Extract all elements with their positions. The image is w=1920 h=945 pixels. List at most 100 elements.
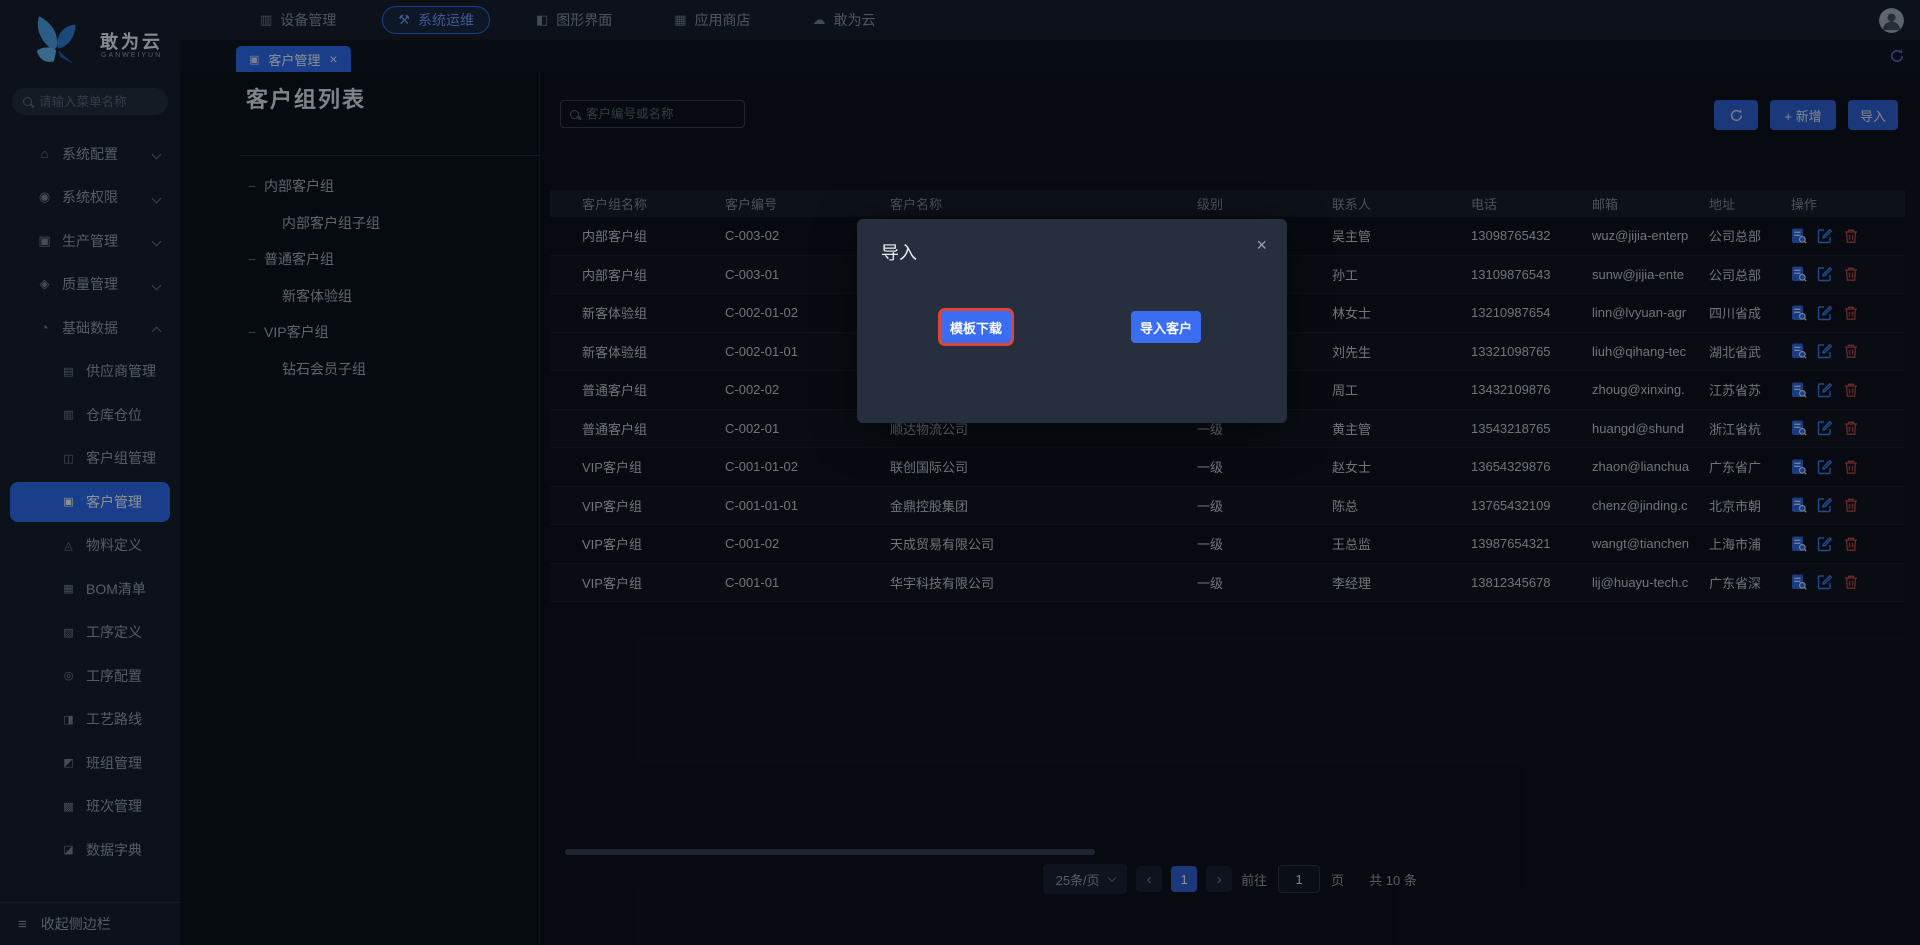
edit-icon[interactable] xyxy=(1817,574,1833,590)
sidebar-menu-item[interactable]: ⌂ 系统配置 xyxy=(0,132,180,176)
collapse-minus-icon[interactable]: − xyxy=(248,324,257,341)
cell-actions xyxy=(1791,343,1897,359)
nav-item[interactable]: ☁ 敢为云 xyxy=(797,6,892,34)
ops-wrench-icon: ⚒ xyxy=(398,12,410,27)
cell-actions xyxy=(1791,305,1897,321)
close-icon[interactable]: × xyxy=(1256,235,1267,255)
sidebar-menu-item[interactable]: ◬ 物料定义 xyxy=(0,524,180,568)
nav-item[interactable]: ▦ 应用商店 xyxy=(658,6,766,34)
edit-icon[interactable] xyxy=(1817,343,1833,359)
nav-item[interactable]: ◧ 图形界面 xyxy=(520,6,628,34)
collapse-sidebar-button[interactable]: ≡ 收起侧边栏 xyxy=(0,902,180,945)
view-detail-icon[interactable] xyxy=(1791,228,1807,244)
delete-icon[interactable] xyxy=(1843,420,1859,436)
view-detail-icon[interactable] xyxy=(1791,343,1807,359)
view-detail-icon[interactable] xyxy=(1791,305,1807,321)
tree-node[interactable]: 钻石会员子组 xyxy=(180,351,539,388)
sidebar-menu-item[interactable]: ◩ 班组管理 xyxy=(0,741,180,785)
tree-node[interactable]: − 普通客户组 xyxy=(180,241,539,278)
sidebar-menu-item[interactable]: ▣ 客户管理 xyxy=(0,480,180,524)
delete-icon[interactable] xyxy=(1843,228,1859,244)
cell-phone: 13321098765 xyxy=(1471,343,1551,359)
cell-name: 天成贸易有限公司 xyxy=(890,537,995,553)
menu-item-label: 基础数据 xyxy=(62,319,118,336)
sidebar-menu-item[interactable]: ▥ 仓库仓位 xyxy=(0,393,180,437)
view-detail-icon[interactable] xyxy=(1791,382,1807,398)
goto-page-input[interactable] xyxy=(1278,865,1321,893)
tree-node[interactable]: − VIP客户组 xyxy=(180,314,539,351)
edit-icon[interactable] xyxy=(1817,228,1833,244)
total-count-label: 共 10 条 xyxy=(1369,872,1417,888)
menu-item-label: 班次管理 xyxy=(86,798,142,815)
base-data-icon: ◔ xyxy=(40,320,49,336)
delete-icon[interactable] xyxy=(1843,459,1859,475)
import-button[interactable]: 导入 xyxy=(1848,100,1898,130)
col-level: 级别 xyxy=(1197,197,1224,212)
page-size-select[interactable]: 25条/页 xyxy=(1043,864,1128,894)
customer-search-input[interactable] xyxy=(586,107,735,121)
page-unit-label: 页 xyxy=(1331,872,1345,888)
sidebar-menu-item[interactable]: ▩ 班次管理 xyxy=(0,785,180,829)
delete-icon[interactable] xyxy=(1843,305,1859,321)
edit-icon[interactable] xyxy=(1817,382,1833,398)
tab-customer-management[interactable]: ▣ 客户管理 × xyxy=(236,46,351,72)
sidebar-menu-item[interactable]: ◎ 工序配置 xyxy=(0,654,180,698)
view-detail-icon[interactable] xyxy=(1791,420,1807,436)
sidebar-menu-item[interactable]: ▧ 工序定义 xyxy=(0,611,180,655)
view-detail-icon[interactable] xyxy=(1791,497,1807,513)
nav-item-label: 系统运维 xyxy=(417,12,474,28)
delete-icon[interactable] xyxy=(1843,574,1859,590)
delete-icon[interactable] xyxy=(1843,266,1859,282)
sidebar-menu-item[interactable]: ◈ 质量管理 xyxy=(0,263,180,307)
customer-search[interactable] xyxy=(560,100,745,128)
sidebar-menu-item[interactable]: ◉ 系统权限 xyxy=(0,176,180,220)
sidebar-menu-item[interactable]: ◔ 基础数据 xyxy=(0,306,180,350)
topbar: ▥ 设备管理 ⚒ 系统运维 ◧ 图形界面 ▦ 应用商店 ☁ 敢为云 xyxy=(180,0,1920,40)
delete-icon[interactable] xyxy=(1843,343,1859,359)
nav-item[interactable]: ⚒ 系统运维 xyxy=(382,6,490,34)
sidebar-menu-item[interactable]: ▣ 生产管理 xyxy=(0,219,180,263)
next-page-button[interactable]: › xyxy=(1206,866,1233,892)
reload-icon[interactable] xyxy=(1889,48,1905,64)
horizontal-scrollbar[interactable] xyxy=(565,849,1095,855)
collapse-minus-icon[interactable]: − xyxy=(248,178,257,195)
sidebar-menu-item[interactable]: ◫ 客户组管理 xyxy=(0,437,180,481)
view-detail-icon[interactable] xyxy=(1791,266,1807,282)
delete-icon[interactable] xyxy=(1843,497,1859,513)
template-download-button[interactable]: 模板下载 xyxy=(941,311,1011,343)
edit-icon[interactable] xyxy=(1817,420,1833,436)
sidebar-menu-item[interactable]: ◨ 工艺路线 xyxy=(0,698,180,742)
collapse-minus-icon[interactable]: − xyxy=(248,251,257,268)
sidebar-menu-item[interactable]: ▦ BOM清单 xyxy=(0,567,180,611)
tree-node[interactable]: − 内部客户组 xyxy=(180,168,539,205)
delete-icon[interactable] xyxy=(1843,536,1859,552)
view-detail-icon[interactable] xyxy=(1791,536,1807,552)
delete-icon[interactable] xyxy=(1843,382,1859,398)
edit-icon[interactable] xyxy=(1817,266,1833,282)
view-detail-icon[interactable] xyxy=(1791,459,1807,475)
sidebar-menu-item[interactable]: ▤ 供应商管理 xyxy=(0,350,180,394)
nav-item[interactable]: ▥ 设备管理 xyxy=(244,6,352,34)
view-detail-icon[interactable] xyxy=(1791,574,1807,590)
process-route-icon: ◨ xyxy=(63,713,74,726)
edit-icon[interactable] xyxy=(1817,305,1833,321)
import-customer-button[interactable]: 导入客户 xyxy=(1131,311,1201,343)
sidebar-menu-item[interactable]: ◪ 数据字典 xyxy=(0,828,180,872)
tab-close-icon[interactable]: × xyxy=(329,51,338,67)
menu-item-label: BOM清单 xyxy=(86,580,146,597)
device-manager-icon: ▥ xyxy=(260,12,273,27)
cell-name: 联创国际公司 xyxy=(890,460,969,476)
edit-icon[interactable] xyxy=(1817,536,1833,552)
user-avatar[interactable] xyxy=(1879,8,1904,33)
prev-page-button[interactable]: ‹ xyxy=(1136,866,1163,892)
page-1-button[interactable]: 1 xyxy=(1171,866,1198,892)
refresh-button[interactable] xyxy=(1714,100,1758,130)
edit-icon[interactable] xyxy=(1817,497,1833,513)
cell-email: chenz@jinding.c xyxy=(1592,497,1688,513)
add-button[interactable]: + 新增 xyxy=(1770,100,1836,130)
menu-search-input[interactable] xyxy=(39,94,157,109)
edit-icon[interactable] xyxy=(1817,459,1833,475)
tree-node[interactable]: 内部客户组子组 xyxy=(180,205,539,242)
tree-node[interactable]: 新客体验组 xyxy=(180,278,539,315)
menu-search[interactable] xyxy=(12,88,168,115)
